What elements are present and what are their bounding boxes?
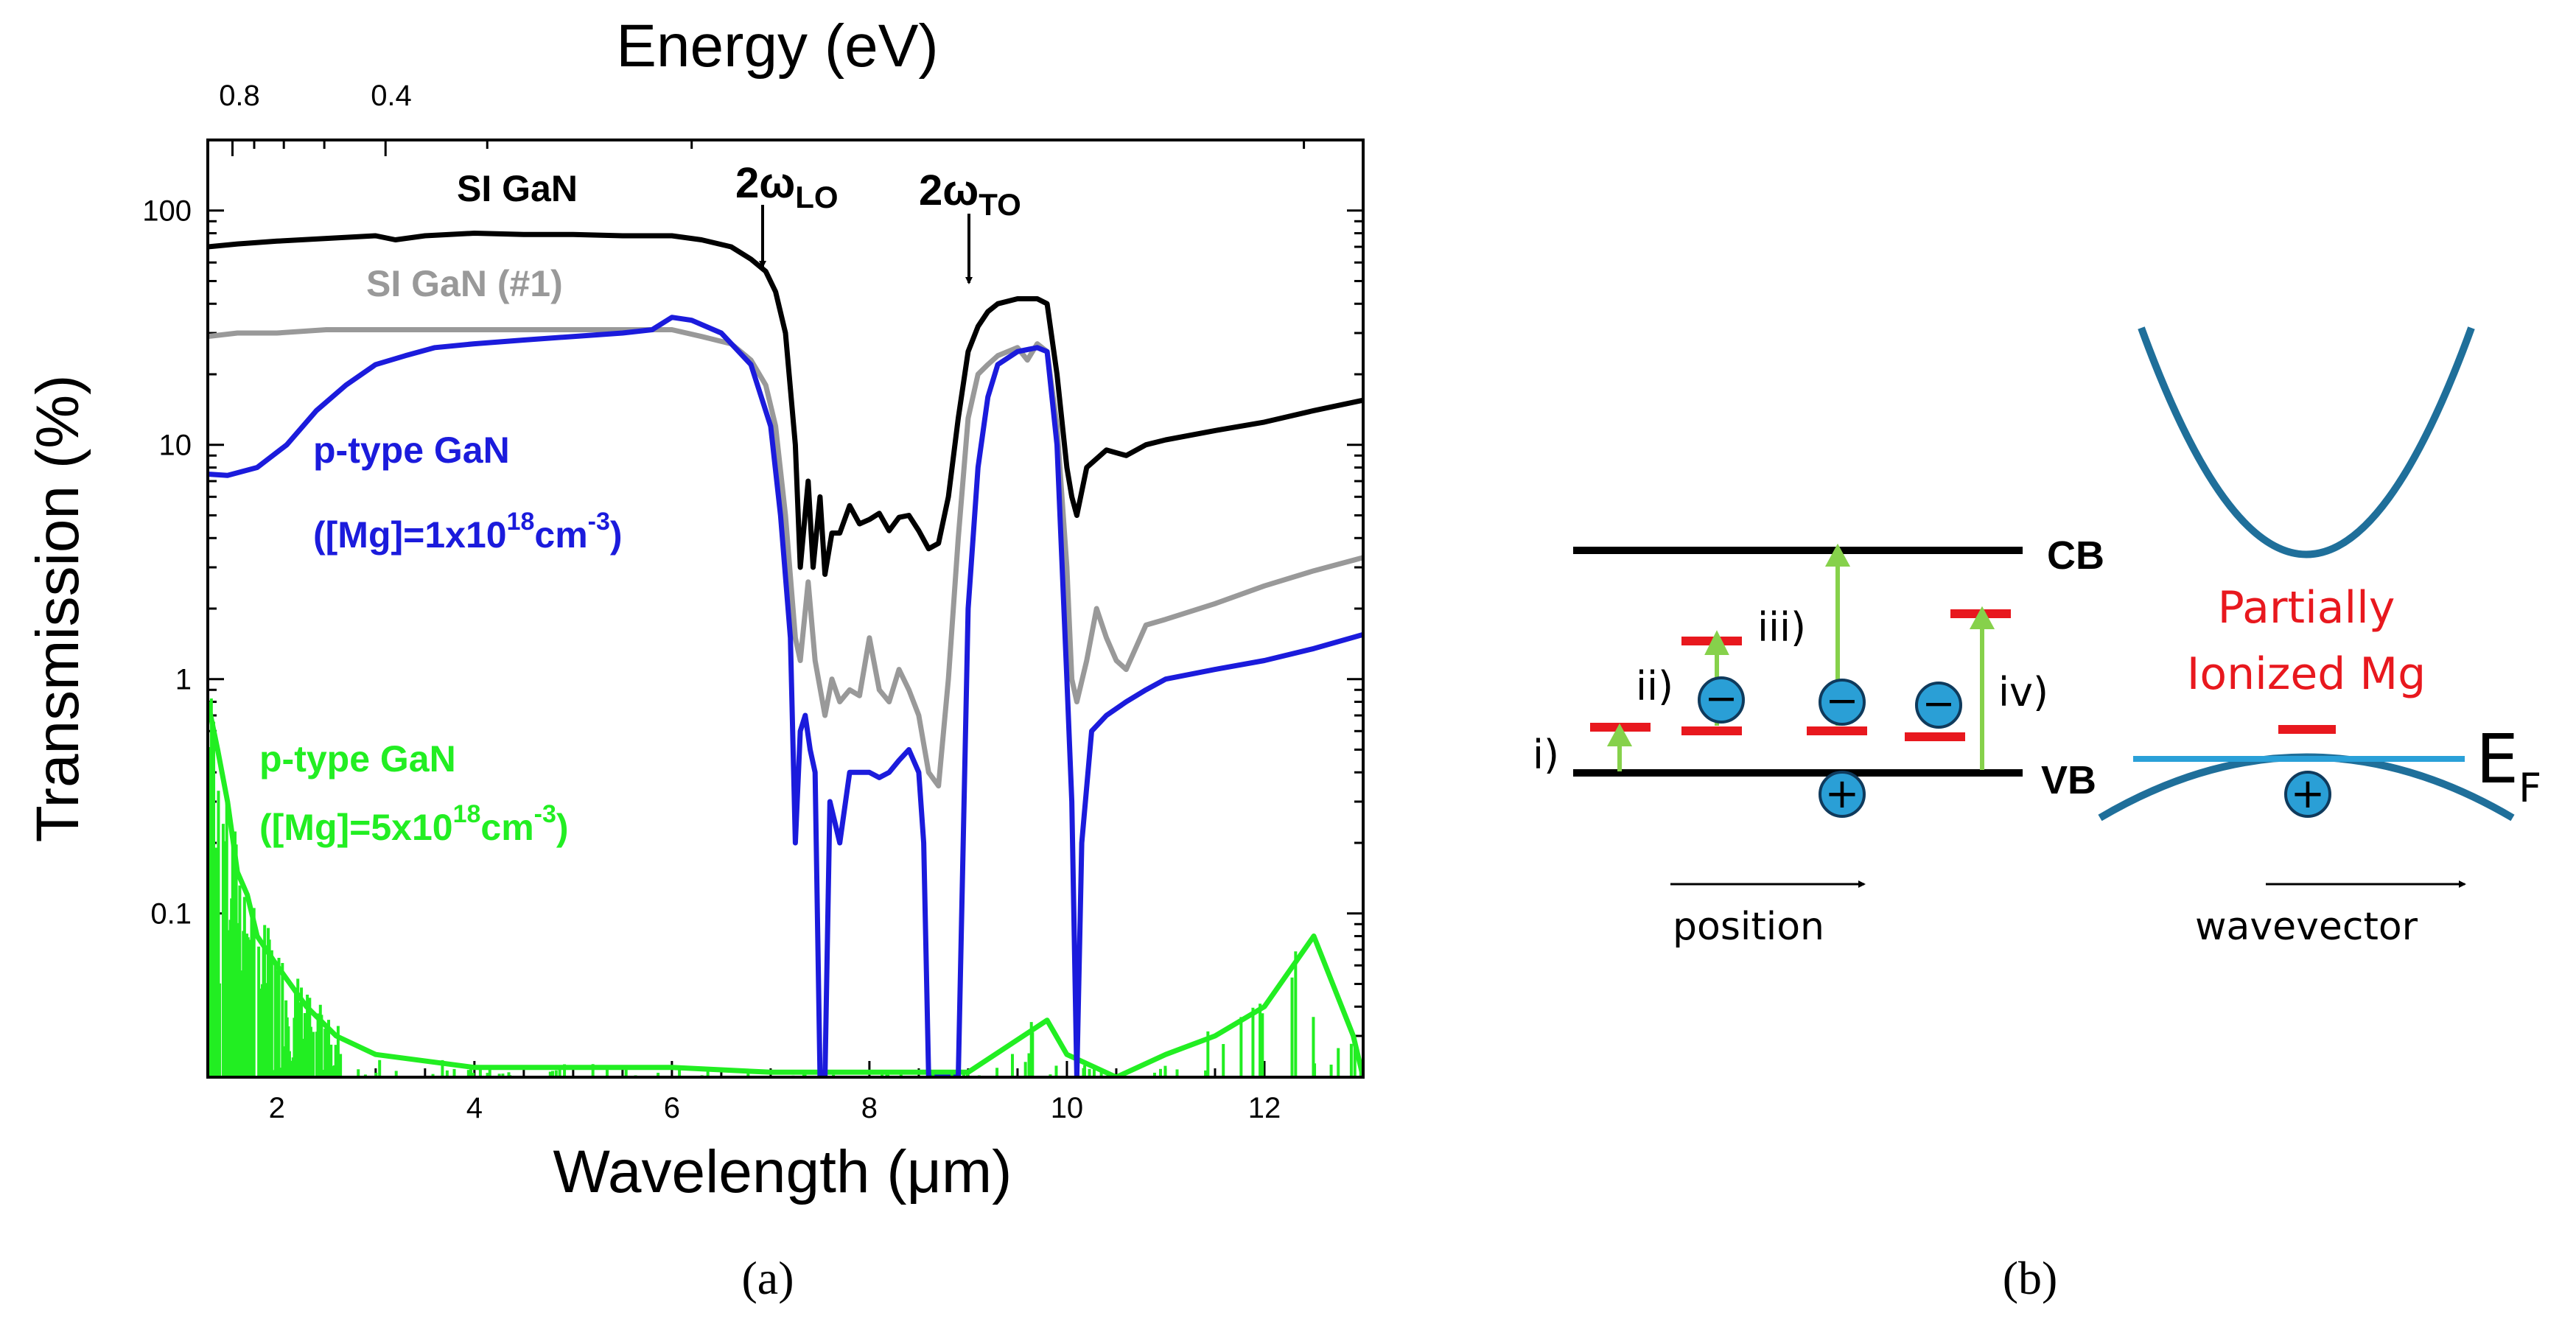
cb-label: CB [2047, 533, 2104, 578]
hole-icon: + [1819, 770, 1866, 818]
label-iv: iv) [1998, 669, 2048, 715]
electron-icon: − [1698, 675, 1745, 724]
svg-text:−: − [1922, 680, 1955, 726]
series-line [208, 701, 1363, 1077]
data-series [208, 231, 1363, 1077]
annotation-2w-to: 2ωTO [919, 167, 1021, 222]
position-label: position [1673, 905, 1824, 949]
y-tick-label: 10 [159, 430, 192, 462]
x-tick-label: 12 [1248, 1092, 1281, 1124]
y-tick-label: 0.1 [150, 898, 192, 931]
y-axis-title: Transmission (%) [24, 375, 91, 843]
plot-frame [206, 139, 1365, 1079]
caption-a: (a) [741, 1252, 794, 1304]
vb-label: VB [2041, 758, 2096, 802]
x-tick-label: 10 [1051, 1092, 1084, 1124]
axis-ticks: 2 4 6 8 10 12 0.1 1 10 100 [142, 139, 1365, 1124]
hole-icon: + [2284, 770, 2331, 818]
legend-si-gan: SI GaN [457, 168, 578, 209]
transition-arrowhead [1969, 606, 1995, 629]
conduction-band-curve [2138, 326, 2475, 558]
partially-ionized-label-line2: Ionized Mg [2187, 648, 2426, 700]
transition-arrowhead [1606, 723, 1633, 746]
label-iii: iii) [1757, 604, 1806, 651]
x-tick-label: 8 [861, 1092, 878, 1124]
electron-icon: − [1915, 680, 1962, 729]
fermi-level-label: EF [2476, 720, 2541, 811]
caption-b: (b) [2003, 1252, 2058, 1304]
label-i: i) [1533, 732, 1559, 778]
svg-text:−: − [1825, 677, 1858, 724]
wavevector-label: wavevector [2195, 905, 2418, 949]
x-tick-label: 2 [269, 1092, 285, 1124]
annotation-2w-lo: 2ωLO [735, 159, 839, 214]
top-tick-label: 0.8 [219, 80, 260, 112]
legend-p-type-low-line1: p-type GaN [313, 430, 510, 471]
electron-icon: − [1819, 677, 1866, 726]
panel-b-diagram: CB VB i) ii) iii) iv) − [1533, 326, 2541, 1304]
y-tick-label: 1 [175, 664, 192, 696]
series-line [208, 315, 1363, 1077]
x-tick-label: 6 [664, 1092, 680, 1124]
top-axis-title: Energy (eV) [616, 13, 939, 80]
partially-ionized-label-line1: Partially [2218, 582, 2395, 634]
legend-si-gan-1: SI GaN (#1) [366, 263, 563, 304]
legend-p-type-low-line2: ([Mg]=1x1018cm-3) [313, 508, 623, 556]
legend-p-type-high-line1: p-type GaN [259, 738, 456, 780]
panel-a-chart: Energy (eV) 0.8 0.4 Transmission (%) Wav… [24, 13, 1365, 1304]
svg-text:+: + [1825, 770, 1860, 818]
label-ii: ii) [1636, 663, 1673, 710]
svg-text:−: − [1704, 675, 1737, 721]
transition-arrowhead [1704, 630, 1729, 655]
transition-arrowhead [1824, 543, 1851, 567]
x-tick-label: 4 [466, 1092, 483, 1124]
svg-text:+: + [2291, 770, 2325, 818]
x-axis-title: Wavelength (μm) [553, 1138, 1012, 1205]
y-tick-label: 100 [142, 195, 192, 228]
series-line [208, 231, 1363, 577]
legend-p-type-high-line2: ([Mg]=5x1018cm-3) [259, 800, 569, 848]
top-tick-label: 0.4 [371, 80, 412, 112]
